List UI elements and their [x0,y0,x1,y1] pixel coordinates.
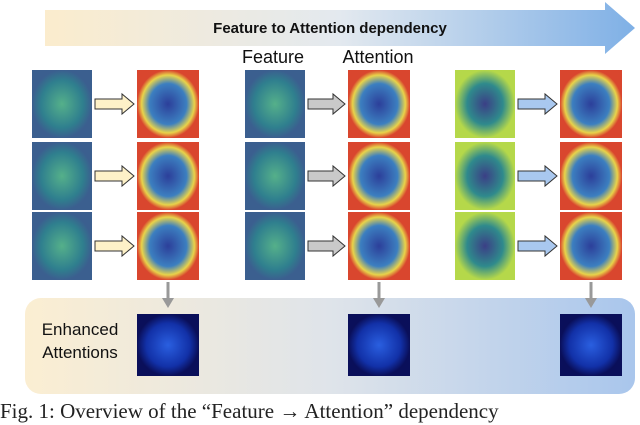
arrow [94,234,135,258]
feature-map [32,212,92,280]
arrow [307,234,346,258]
column-label: Attention [342,47,413,67]
attention-map [560,142,622,210]
banner-arrow [45,2,635,54]
feature-map [245,212,305,280]
attention-map [348,70,410,138]
arrow [94,164,135,188]
feature-map [245,70,305,138]
feature-map [245,142,305,210]
feature-map [32,70,92,138]
panel-label: Attentions [42,343,118,362]
image-grid [32,70,622,376]
banner-title: Feature to Attention dependency [213,20,447,37]
attention-map [137,70,199,138]
attention-map [560,212,622,280]
attention-map [348,142,410,210]
arrow [307,92,346,116]
arrow [517,234,558,258]
enhanced-map [137,314,199,376]
column-label: Feature [242,47,304,67]
enhanced-map [560,314,622,376]
arrow [307,164,346,188]
attention-map [137,212,199,280]
down-arrow-head [162,298,174,308]
panel-label: Enhanced [42,320,119,339]
down-arrow-head [373,298,385,308]
arrow [517,164,558,188]
caption: Fig. 1: Overview of the “Feature → Atten… [0,399,499,423]
feature-map [455,142,515,210]
arrow [517,92,558,116]
attention-map [137,142,199,210]
arrow [94,92,135,116]
feature-map [32,142,92,210]
feature-map [455,212,515,280]
enhanced-map [348,314,410,376]
attention-map [348,212,410,280]
down-arrow-head [585,298,597,308]
attention-map [560,70,622,138]
feature-map [455,70,515,138]
